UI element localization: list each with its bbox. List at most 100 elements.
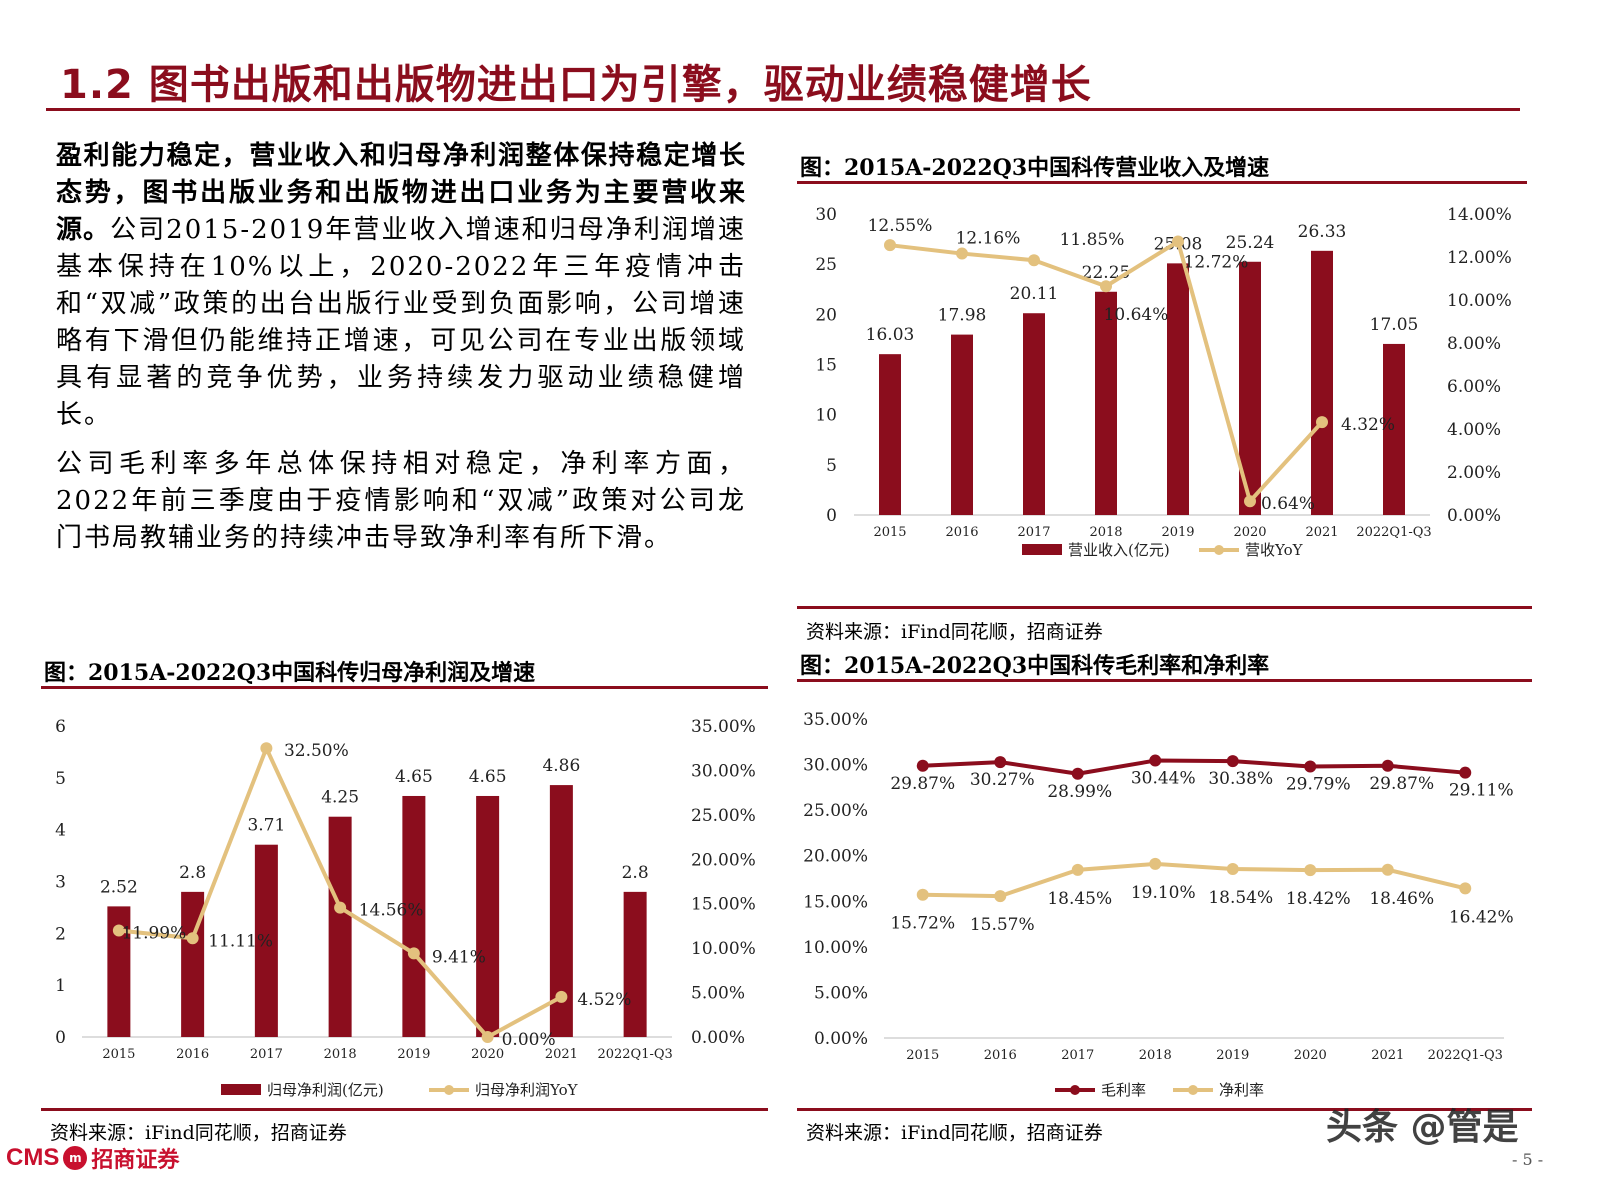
bar <box>476 795 500 1037</box>
yoy-label: 12.72% <box>1184 253 1249 273</box>
category-label: 2015 <box>906 1048 939 1063</box>
revenue-chart-title: 图：2015A-2022Q3中国科传营业收入及增速 <box>800 155 1270 181</box>
category-label: 2017 <box>250 1047 283 1062</box>
y-axis-tick: 35.00% <box>803 710 868 730</box>
yoy-label: 4.52% <box>577 990 631 1010</box>
yoy-label: 0.00% <box>502 1030 556 1050</box>
bar <box>1023 313 1045 515</box>
bar-value-label: 2.52 <box>100 877 138 897</box>
bar <box>1095 291 1117 515</box>
y-axis-tick: 5.00% <box>814 983 868 1003</box>
y-axis-tick: 10.00% <box>803 938 868 958</box>
right-axis-tick: 8.00% <box>1447 334 1501 354</box>
yoy-marker <box>260 742 273 755</box>
series-label-0: 28.99% <box>1047 782 1112 802</box>
right-axis-tick: 20.00% <box>691 850 756 870</box>
watermark: 头条 @管是 <box>1326 1107 1519 1148</box>
yoy-marker <box>1172 235 1184 248</box>
left-axis-tick: 3 <box>55 873 66 893</box>
series-marker-0 <box>1459 766 1472 779</box>
right-axis-tick: 30.00% <box>691 761 756 781</box>
category-label: 2015 <box>102 1047 135 1062</box>
category-label: 2019 <box>1161 525 1194 540</box>
category-label: 2019 <box>1216 1048 1249 1063</box>
series-marker-1 <box>1149 857 1162 870</box>
left-axis-tick: 10 <box>815 406 837 426</box>
bar-value-label: 26.33 <box>1298 222 1347 242</box>
left-axis-tick: 1 <box>55 976 66 996</box>
right-axis-tick: 10.00% <box>1447 291 1512 311</box>
bar <box>254 844 278 1037</box>
yoy-marker <box>1100 280 1112 293</box>
left-axis-tick: 5 <box>55 769 66 789</box>
revenue-chart: 0 5 10 15 20 25 30 0.00% 2.00% 4.00% 6.00% 8.00% 10.… <box>815 205 1512 559</box>
yoy-label: 12.55% <box>868 216 933 236</box>
series-marker-1 <box>1459 882 1472 895</box>
bar <box>1311 250 1333 515</box>
margins-chart-top-rule <box>797 679 1532 682</box>
yoy-label: 11.85% <box>1060 230 1125 250</box>
yoy-marker <box>112 924 125 937</box>
yoy-label: 0.64% <box>1261 494 1315 514</box>
legend-net-label: 净利率 <box>1219 1081 1264 1099</box>
paragraph-1-lead: 盈利能力稳定，营业收入和归母净利润整体保持稳定增长态势，图书出版业务和出版物进出… <box>56 141 746 245</box>
paragraph-2: 公司毛利率多年总体保持相对稳定，净利率方面，2022年前三季度由于疫情影响和“双… <box>56 449 746 553</box>
series-marker-0 <box>994 756 1007 769</box>
legend-line-label: 归母净利润YoY <box>475 1081 579 1099</box>
yoy-marker <box>1316 416 1328 429</box>
right-axis-tick: 14.00% <box>1447 205 1512 225</box>
series-marker-0 <box>1149 754 1162 767</box>
yoy-marker <box>956 247 968 260</box>
legend-bar-swatch <box>221 1084 261 1095</box>
yoy-label: 32.50% <box>284 741 349 761</box>
series-marker-0 <box>1381 759 1394 772</box>
bar <box>623 891 647 1037</box>
margins-chart-title: 图：2015A-2022Q3中国科传毛利率和净利率 <box>800 653 1270 679</box>
right-axis-tick: 35.00% <box>691 717 756 737</box>
page-title: 1.2 图书出版和出版物进出口为引擎，驱动业绩稳健增长 <box>60 62 1092 108</box>
category-label: 2016 <box>176 1047 209 1062</box>
right-axis-tick: 6.00% <box>1447 377 1501 397</box>
category-label: 2019 <box>397 1047 430 1062</box>
category-label: 2022Q1-Q3 <box>1356 525 1431 540</box>
series-label-0: 29.11% <box>1449 781 1514 801</box>
category-label: 2021 <box>1305 525 1338 540</box>
page-number: - 5 - <box>1512 1150 1544 1169</box>
left-axis-tick: 25 <box>815 255 837 275</box>
netprofit-chart: 0 1 2 3 4 5 6 0.00% 5.00% 10.00% 15.00% 20.00% 25.00… <box>55 717 756 1099</box>
bar-value-label: 3.71 <box>247 816 285 836</box>
left-axis-tick: 0 <box>826 506 837 526</box>
right-axis-tick: 5.00% <box>691 984 745 1004</box>
netprofit-chart-bottom-rule <box>41 1108 768 1111</box>
yoy-label: 11.99% <box>121 923 186 943</box>
bar <box>1383 343 1405 515</box>
bar-value-label: 17.98 <box>938 306 987 326</box>
bar <box>549 785 573 1037</box>
series-marker-1 <box>994 890 1007 903</box>
category-label: 2018 <box>1139 1048 1172 1063</box>
legend-gross-label: 毛利率 <box>1101 1081 1146 1099</box>
cms-logo-text: CMS <box>6 1144 60 1171</box>
legend-bar-swatch <box>1022 544 1062 555</box>
series-marker-1 <box>1304 864 1317 877</box>
legend-bar-label: 营业收入(亿元) <box>1068 541 1170 559</box>
bar-value-label: 2.8 <box>179 863 206 883</box>
series-label-0: 30.38% <box>1208 769 1273 789</box>
bar <box>879 354 901 515</box>
category-label: 2017 <box>1061 1048 1094 1063</box>
series-label-1: 16.42% <box>1449 907 1514 927</box>
bar <box>1167 263 1189 515</box>
category-label: 2020 <box>471 1047 504 1062</box>
bar-value-label: 16.03 <box>866 325 915 345</box>
series-label-1: 18.54% <box>1208 888 1273 908</box>
category-label: 2022Q1-Q3 <box>597 1047 672 1062</box>
cms-badge-icon: m <box>63 1146 88 1170</box>
yoy-marker <box>884 239 896 252</box>
cms-logo: CMS m 招商证券 <box>6 1142 179 1174</box>
series-marker-0 <box>1304 760 1317 773</box>
series-label-1: 18.42% <box>1286 889 1351 909</box>
series-marker-1 <box>916 888 929 901</box>
series-label-1: 18.45% <box>1047 889 1112 909</box>
netprofit-chart-title: 图：2015A-2022Q3中国科传归母净利润及增速 <box>44 660 536 686</box>
series-label-0: 29.79% <box>1286 774 1351 794</box>
